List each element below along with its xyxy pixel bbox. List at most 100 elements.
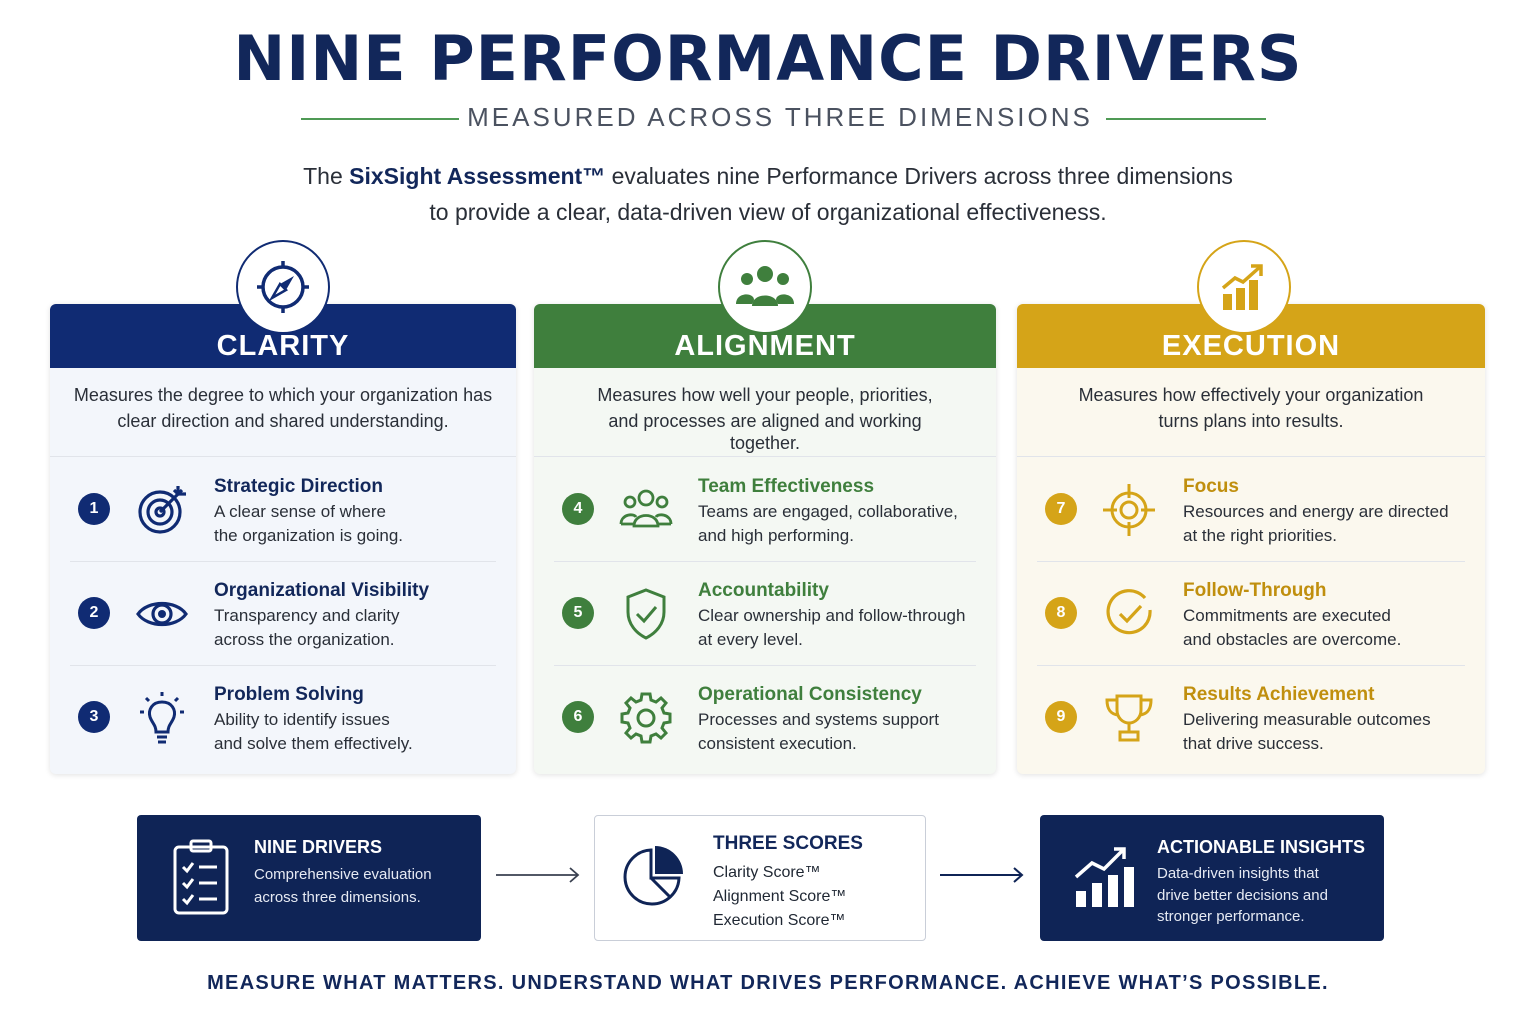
dimension-clarity: CLARITY Measures the degree to which you… [50, 240, 516, 774]
subtitle-row: MEASURED ACROSS THREE DIMENSIONS [0, 100, 1536, 136]
driver-description-line: and solve them effectively. [214, 734, 413, 753]
check-circle-icon [1106, 589, 1152, 635]
summary-description: Clarity Score™ Alignment Score™ Executio… [713, 861, 923, 933]
driver-name: Problem Solving [214, 684, 364, 705]
intro-rest: evaluates nine Performance Drivers acros… [605, 163, 1233, 189]
people-group-icon [718, 240, 812, 334]
driver-description-line: Transparency and clarity [214, 606, 400, 625]
driver-description-line: at every level. [698, 630, 803, 649]
summary-line: Comprehensive evaluation [254, 866, 432, 883]
driver-description-line: Processes and systems support [698, 710, 939, 729]
dimension-execution: EXECUTION Measures how effectively your … [1017, 240, 1485, 774]
driver-description-line: A clear sense of where [214, 502, 386, 521]
driver-text: Operational Consistency Processes and sy… [698, 682, 976, 756]
driver-number: 4 [562, 493, 594, 525]
driver-name: Organizational Visibility [214, 580, 430, 601]
intro-prefix: The [303, 163, 350, 189]
driver-text: Follow-Through Commitments are executed … [1183, 578, 1465, 652]
driver-description-line: Delivering measurable outcomes [1183, 710, 1431, 729]
row-divider [554, 665, 976, 666]
target-icon [138, 486, 186, 534]
driver-description-line: at the right priorities. [1183, 526, 1338, 545]
summary-heading: ACTIONABLE INSIGHTS [1157, 837, 1366, 857]
dimension-description: Measures the degree to which your organi… [73, 385, 493, 431]
driver-text: Focus Resources and energy are directed … [1183, 474, 1465, 548]
team-icon [619, 489, 673, 528]
row-divider [70, 665, 496, 666]
driver-organizational-visibility: 2 Organizational Visibility Transparency… [70, 562, 496, 666]
driver-description-line: Resources and energy are directed [1183, 502, 1449, 521]
clipboard-checklist-icon [173, 839, 229, 915]
crosshair-icon [1103, 484, 1155, 536]
driver-results-achievement: 9 Results Achievement Delivering measura… [1037, 666, 1465, 770]
driver-text: Organizational Visibility Transparency a… [214, 578, 496, 652]
trophy-icon [1105, 694, 1153, 742]
dimension-description: Measures how effectively your organizati… [1078, 385, 1424, 431]
driver-name: Strategic Direction [214, 476, 383, 497]
divider [1017, 456, 1485, 457]
page-subtitle: MEASURED ACROSS THREE DIMENSIONS [467, 102, 1093, 132]
driver-focus: 7 Focus Resources and energy are directe… [1037, 458, 1465, 562]
subtitle-rule-left [301, 118, 459, 120]
row-divider [1037, 561, 1465, 562]
driver-description-line: and obstacles are overcome. [1183, 630, 1402, 649]
driver-name: Team Effectiveness [698, 476, 875, 497]
driver-strategic-direction: 1 Strategic Direction A clear sense of w… [70, 458, 496, 562]
driver-text: Results Achievement Delivering measurabl… [1183, 682, 1465, 756]
summary-line: Data-driven insights that [1157, 865, 1319, 882]
divider [534, 456, 996, 457]
description-line: Measures how well your people, prioritie… [597, 385, 933, 405]
driver-name: Operational Consistency [698, 684, 922, 705]
row-divider [70, 561, 496, 562]
driver-accountability: 5 Accountability Clear ownership and fol… [554, 562, 976, 666]
summary-heading: THREE SCORES [713, 833, 863, 854]
driver-description-line: and high performing. [698, 526, 854, 545]
summary-description: Data-driven insights that drive better d… [1157, 863, 1362, 928]
driver-number: 9 [1045, 701, 1077, 733]
driver-name: Accountability [698, 580, 829, 601]
row-divider [1037, 665, 1465, 666]
pie-chart-icon [623, 846, 683, 906]
dimension-alignment: ALIGNMENT Measures how well your people,… [534, 240, 996, 774]
driver-number: 2 [78, 597, 110, 629]
summary-heading: NINE DRIVERS [254, 837, 383, 857]
description-line: and processes are aligned and working [608, 411, 922, 431]
intro-line2: to provide a clear, data-driven view of … [429, 199, 1107, 225]
driver-text: Strategic Direction A clear sense of whe… [214, 474, 496, 548]
driver-number: 1 [78, 493, 110, 525]
driver-name: Results Achievement [1183, 684, 1375, 705]
driver-problem-solving: 3 Problem Solving Ability to identify is… [70, 666, 496, 770]
summary-actionable-insights: ACTIONABLE INSIGHTS Data-driven insights… [1040, 815, 1384, 941]
flow-arrow-1 [496, 867, 580, 883]
intro-text: The SixSight Assessment™ evaluates nine … [230, 158, 1306, 230]
driver-number: 8 [1045, 597, 1077, 629]
driver-number: 3 [78, 701, 110, 733]
subtitle-rule-right [1106, 118, 1266, 120]
summary-description: Comprehensive evaluation across three di… [254, 863, 464, 909]
tagline: MEASURE WHAT MATTERS. UNDERSTAND WHAT DR… [207, 972, 1329, 994]
driver-number: 6 [562, 701, 594, 733]
driver-description-line: Clear ownership and follow-through [698, 606, 966, 625]
dimension-description: Measures how well your people, prioritie… [554, 384, 976, 454]
eye-icon [136, 601, 188, 627]
flow-arrow-2 [940, 867, 1024, 883]
intro-brand: SixSight Assessment™ [349, 163, 606, 189]
summary-three-scores: THREE SCORES Clarity Score™ Alignment Sc… [594, 815, 926, 941]
summary-line: drive better decisions and [1157, 886, 1328, 904]
driver-operational-consistency: 6 Operational Consistency Processes and … [554, 666, 976, 770]
driver-name: Focus [1183, 476, 1239, 497]
driver-name: Follow-Through [1183, 580, 1327, 601]
row-divider [554, 561, 976, 562]
summary-nine-drivers: NINE DRIVERS Comprehensive evaluation ac… [137, 815, 481, 941]
driver-description-line: that drive success. [1183, 734, 1324, 753]
driver-description-line: across the organization. [214, 630, 395, 649]
driver-text: Accountability Clear ownership and follo… [698, 578, 976, 652]
bar-chart-growth-icon [1197, 240, 1291, 334]
description-line: together. [729, 433, 801, 453]
driver-description-line: Ability to identify issues [214, 710, 390, 729]
shield-check-icon [626, 588, 666, 640]
compass-icon [236, 240, 330, 334]
driver-description-line: the organization is going. [214, 526, 404, 545]
summary-line: across three dimensions. [254, 889, 421, 906]
driver-text: Problem Solving Ability to identify issu… [214, 682, 496, 756]
